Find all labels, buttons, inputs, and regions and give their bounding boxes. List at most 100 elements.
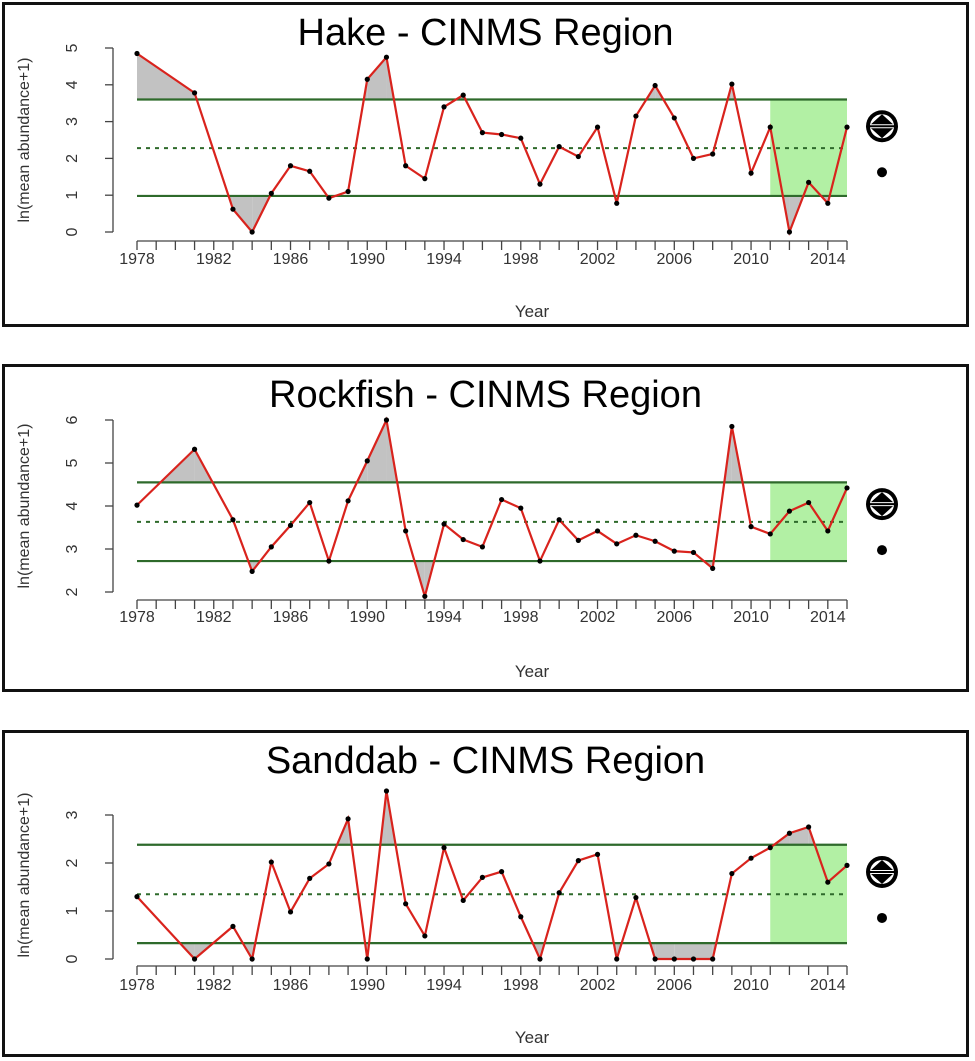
hake-data-point (652, 82, 658, 89)
hake-data-point (556, 144, 562, 150)
hake-data-point (671, 115, 677, 121)
hake-data-point (191, 90, 198, 96)
rockfish-data-point (786, 508, 793, 514)
rockfish-data-point (479, 544, 486, 550)
rockfish-y-tick-label: 6 (64, 415, 81, 424)
rockfish-data-point (537, 558, 543, 564)
sanddab-data-point (671, 956, 677, 962)
hake-chart-title: Hake - CINMS Region (297, 12, 674, 54)
hake-data-point (844, 124, 850, 130)
sanddab-x-tick-label: 1998 (503, 977, 539, 994)
rockfish-series-line (136, 416, 849, 601)
rockfish-x-tick-label: 1978 (119, 609, 155, 626)
rockfish-recent-mean-dot-icon (877, 545, 887, 556)
sanddab-recent-period-shade (770, 844, 847, 944)
sanddab-data-point (287, 909, 294, 915)
hake-data-point (422, 176, 428, 182)
rockfish-data-point (383, 417, 390, 423)
rockfish-x-tick-label: 2002 (580, 609, 616, 626)
hake-y-tick-label: 1 (64, 191, 81, 200)
hake-x-tick-label: 1986 (273, 251, 309, 268)
rockfish-data-point (594, 528, 601, 534)
sanddab-x-tick-label: 1978 (119, 977, 155, 994)
hake-data-point (710, 151, 716, 157)
sanddab-series-line (136, 790, 848, 963)
sanddab-data-point (460, 897, 466, 904)
hake-chart: 0 1 2 3 4 5 ln(mean abundance+1) 1978 1982 1986 19… (16, 43, 898, 321)
hake-data-point (537, 181, 543, 187)
sanddab-y-axis-label: ln(mean abundance+1) (16, 792, 33, 957)
sanddab-data-point (690, 956, 697, 962)
rockfish-data-point (710, 565, 716, 571)
hake-data-point (134, 50, 140, 57)
sanddab-data-point (825, 879, 831, 885)
sanddab-exceed-polygon (655, 943, 675, 959)
hake-data-point (633, 113, 639, 119)
hake-data-point (767, 124, 773, 130)
rockfish-x-tick-label: 1990 (349, 609, 385, 626)
rockfish-y-tick-label: 2 (64, 587, 81, 596)
hake-exceed-polygon (137, 53, 195, 100)
sanddab-chart-title: Sanddab - CINMS Region (265, 740, 706, 782)
hake-y-tick-label: 3 (64, 117, 81, 126)
hake-exceed-polygon (367, 57, 387, 100)
sanddab-data-point (594, 851, 601, 857)
sanddab-x-tick-label: 2014 (810, 977, 846, 994)
hake-x-tick-label: 2010 (733, 251, 769, 268)
rockfish-data-point (690, 549, 697, 556)
hake-data-point (594, 124, 601, 130)
rockfish-data-point (287, 522, 294, 528)
sanddab-data-point (806, 824, 812, 830)
sanddab-exceed-polygon (613, 943, 617, 959)
sanddab-data-point (479, 874, 486, 880)
sanddab-trend-up-arrow (871, 859, 893, 870)
hake-y-tick-label: 5 (64, 43, 81, 52)
rockfish-x-tick-label: 1994 (426, 609, 462, 626)
rockfish-data-point (844, 485, 850, 491)
sanddab-data-point (191, 956, 198, 962)
rockfish-data-point (249, 568, 255, 574)
rockfish-data-point (422, 593, 428, 599)
hake-data-point (518, 135, 524, 141)
rockfish-data-point (748, 524, 754, 530)
sanddab-data-point (383, 788, 390, 794)
rockfish-y-tick-label: 5 (64, 458, 81, 467)
sanddab-data-point (441, 845, 447, 851)
hake-x-tick-label: 1978 (119, 251, 155, 268)
sanddab-data-point (786, 830, 793, 836)
rockfish-data-point (134, 502, 140, 508)
rockfish-data-point (326, 558, 332, 564)
rockfish-data-point (307, 499, 313, 506)
rockfish-data-point (806, 499, 812, 506)
rockfish-below-sd-fill (248, 561, 714, 597)
hake-data-point (479, 130, 486, 136)
hake-data-point (460, 92, 466, 98)
rockfish-data-point (460, 536, 466, 543)
rockfish-data-point (767, 531, 773, 537)
hake-y-tick-label: 0 (64, 227, 81, 236)
sanddab-exceed-polygon (194, 943, 214, 959)
rockfish-trend-symbol-icon (866, 488, 898, 521)
rockfish-data-point (441, 521, 447, 527)
sanddab-exceed-polygon (693, 943, 713, 959)
hake-exceed-polygon (232, 195, 253, 232)
rockfish-data-point (268, 544, 274, 550)
hake-data-point (230, 206, 236, 212)
sanddab-exceed-polygon (252, 943, 256, 959)
sanddab-data-point (498, 869, 505, 875)
rockfish-y-axis-label: ln(mean abundance+1) (16, 423, 33, 588)
rockfish-data-point (556, 517, 562, 523)
sanddab-exceed-polygon (179, 943, 195, 959)
rockfish-data-point (345, 498, 351, 504)
rockfish-data-point (403, 528, 409, 534)
hake-data-point (364, 76, 370, 82)
rockfish-y-tick-label: 4 (64, 501, 81, 510)
hake-chart-panel: 0 1 2 3 4 5 ln(mean abundance+1) 1978 1982 1986 19… (2, 2, 969, 327)
sanddab-x-axis-label: Year (515, 1028, 550, 1047)
sanddab-recent-mean-dot-icon (877, 912, 887, 923)
sanddab-data-point (767, 845, 773, 851)
rockfish-x-tick-label: 2006 (657, 609, 693, 626)
sanddab-x-tick-label: 1986 (273, 977, 309, 994)
hake-data-point (575, 153, 581, 160)
sanddab-data-point (537, 956, 543, 962)
